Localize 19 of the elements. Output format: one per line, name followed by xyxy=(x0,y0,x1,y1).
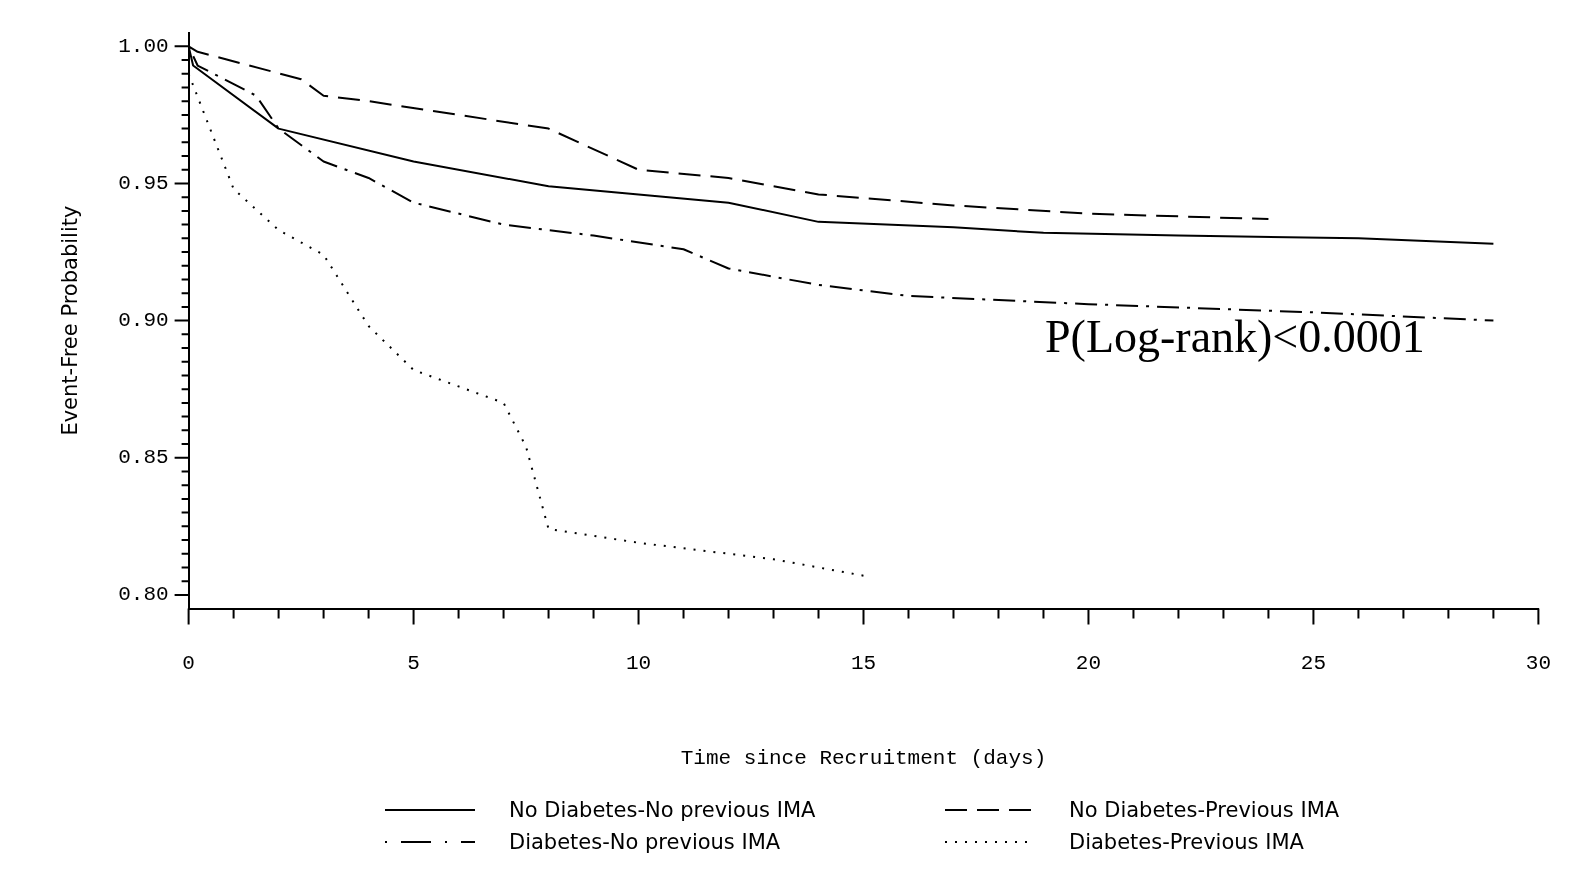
x-tick-label: 15 xyxy=(850,651,877,675)
x-tick-label: 10 xyxy=(625,651,652,675)
x-tick-label: 5 xyxy=(407,651,420,675)
x-axis-title: Time since Recruitment (days) xyxy=(680,746,1047,770)
legend-label: Diabetes-No previous IMA xyxy=(509,830,781,854)
x-tick-label: 25 xyxy=(1300,651,1327,675)
legend-label: No Diabetes-Previous IMA xyxy=(1069,798,1340,822)
annotation: P(Log-rank)<0.0001 xyxy=(1045,310,1425,363)
x-tick-label: 0 xyxy=(182,651,195,675)
y-tick-label: 0.80 xyxy=(118,583,169,607)
x-tick-label: 20 xyxy=(1075,651,1102,675)
legend-label: No Diabetes-No previous IMA xyxy=(509,798,816,822)
y-tick-label: 0.85 xyxy=(118,446,169,470)
y-tick-label: 0.90 xyxy=(118,309,169,333)
y-axis-title: Event-Free Probability xyxy=(58,205,83,436)
legend-label: Diabetes-Previous IMA xyxy=(1069,830,1304,854)
x-tick-label: 30 xyxy=(1525,651,1552,675)
y-tick-label: 1.00 xyxy=(118,34,169,58)
y-tick-label: 0.95 xyxy=(118,172,169,196)
